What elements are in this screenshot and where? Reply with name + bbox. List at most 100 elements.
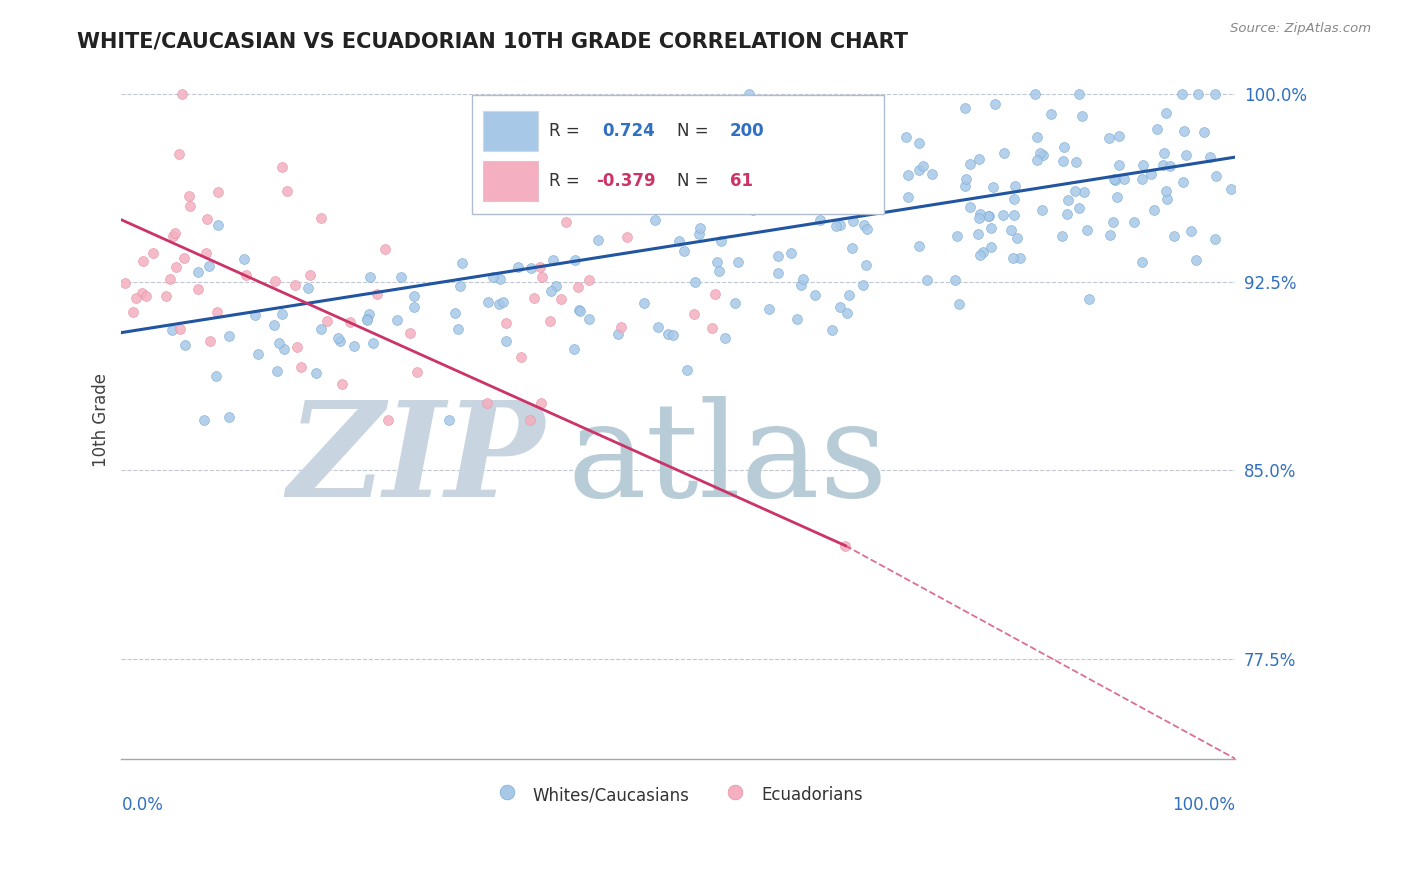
Point	[668, 234, 690, 248]
Point	[330, 376, 353, 391]
Point	[1073, 186, 1095, 200]
Point	[263, 318, 285, 332]
Point	[1219, 182, 1241, 196]
Point	[921, 167, 943, 181]
Point	[1204, 87, 1226, 102]
Point	[247, 347, 270, 361]
Point	[742, 202, 765, 217]
Point	[907, 136, 929, 150]
Point	[1104, 172, 1126, 186]
Point	[984, 96, 1007, 111]
Point	[773, 173, 796, 187]
Point	[174, 338, 197, 352]
Text: 0.724: 0.724	[603, 122, 655, 140]
Point	[451, 256, 474, 270]
Point	[267, 335, 290, 350]
Y-axis label: 10th Grade: 10th Grade	[93, 374, 110, 467]
Point	[270, 160, 292, 174]
Point	[647, 320, 669, 334]
FancyBboxPatch shape	[484, 111, 538, 151]
Point	[967, 227, 990, 242]
Point	[169, 322, 191, 336]
Point	[555, 215, 578, 229]
Point	[683, 275, 706, 289]
Point	[544, 278, 567, 293]
Point	[405, 365, 427, 379]
Point	[967, 152, 990, 166]
Point	[1076, 223, 1098, 237]
Point	[714, 331, 737, 345]
Point	[564, 253, 586, 268]
Point	[842, 162, 865, 177]
Point	[1001, 251, 1024, 265]
Point	[530, 396, 553, 410]
Point	[309, 322, 332, 336]
Point	[1187, 87, 1209, 102]
Point	[972, 245, 994, 260]
Point	[1056, 207, 1078, 221]
Point	[284, 277, 307, 292]
Point	[506, 260, 529, 274]
Point	[1098, 131, 1121, 145]
Point	[1114, 172, 1136, 186]
Point	[402, 289, 425, 303]
Point	[908, 163, 931, 178]
Point	[1053, 140, 1076, 154]
Text: 100.0%: 100.0%	[1173, 796, 1236, 814]
Point	[193, 413, 215, 427]
Point	[503, 179, 526, 194]
Point	[160, 323, 183, 337]
Point	[946, 228, 969, 243]
Point	[955, 172, 977, 186]
Point	[842, 214, 865, 228]
Point	[856, 190, 879, 204]
Point	[205, 305, 228, 319]
Point	[1069, 87, 1091, 102]
Point	[439, 413, 461, 427]
Point	[489, 272, 512, 286]
Point	[943, 273, 966, 287]
Point	[707, 264, 730, 278]
Point	[825, 219, 848, 234]
Point	[792, 272, 814, 286]
Point	[1005, 231, 1028, 245]
FancyBboxPatch shape	[472, 95, 884, 214]
Point	[616, 229, 638, 244]
Point	[894, 130, 917, 145]
Point	[273, 343, 295, 357]
Point	[689, 221, 711, 235]
Point	[1039, 106, 1062, 120]
Point	[142, 246, 165, 260]
Text: 61: 61	[730, 172, 752, 190]
Text: 200: 200	[730, 122, 765, 140]
Point	[131, 286, 153, 301]
Point	[1143, 202, 1166, 217]
Point	[1156, 193, 1178, 207]
Point	[773, 163, 796, 178]
Point	[1105, 190, 1128, 204]
Point	[1002, 192, 1025, 206]
Point	[520, 260, 543, 275]
Point	[218, 409, 240, 424]
Point	[657, 326, 679, 341]
Point	[568, 303, 591, 318]
Point	[1102, 215, 1125, 229]
Point	[488, 297, 510, 311]
Point	[1077, 292, 1099, 306]
Point	[959, 157, 981, 171]
Point	[661, 328, 683, 343]
Point	[449, 279, 471, 293]
Point	[702, 321, 724, 335]
Point	[1159, 159, 1181, 173]
Point	[766, 266, 789, 280]
Point	[1052, 153, 1074, 168]
Point	[633, 296, 655, 310]
Point	[266, 364, 288, 378]
Point	[578, 273, 600, 287]
Point	[1052, 229, 1074, 244]
Point	[194, 246, 217, 260]
Point	[710, 234, 733, 248]
Point	[853, 218, 876, 232]
Point	[285, 340, 308, 354]
Point	[550, 292, 572, 306]
